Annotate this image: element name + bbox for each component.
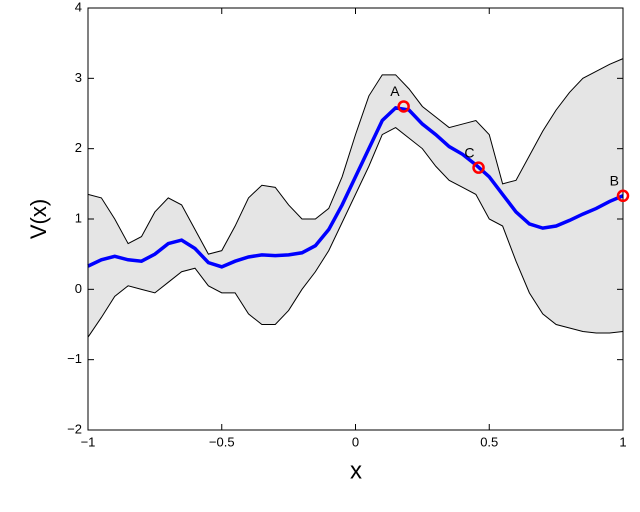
point-label: A (390, 83, 400, 99)
y-tick-label: 3 (75, 70, 82, 85)
point-label: C (464, 144, 474, 160)
x-tick-label: 0 (352, 434, 359, 449)
y-tick-label: 2 (75, 140, 82, 155)
point-label: B (610, 172, 619, 188)
band-upper-line (87, 58, 624, 255)
y-tick-label: 1 (75, 210, 82, 225)
y-tick-label: 0 (75, 281, 82, 296)
x-tick-label: 0.5 (480, 434, 498, 449)
x-tick-label: −1 (81, 434, 96, 449)
mean-line (87, 106, 624, 269)
x-tick-label: −0.5 (209, 434, 235, 449)
band-lower-line (87, 126, 624, 338)
x-tick-label: 1 (619, 434, 626, 449)
y-tick-label: 4 (75, 0, 82, 14)
y-tick-label: −2 (67, 421, 82, 436)
y-axis-label: V(x) (26, 199, 51, 239)
marked-point (397, 100, 410, 113)
x-axis-label: x (350, 457, 362, 484)
y-tick-label: −1 (67, 351, 82, 366)
marked-point (472, 161, 485, 174)
marked-point (616, 189, 630, 203)
